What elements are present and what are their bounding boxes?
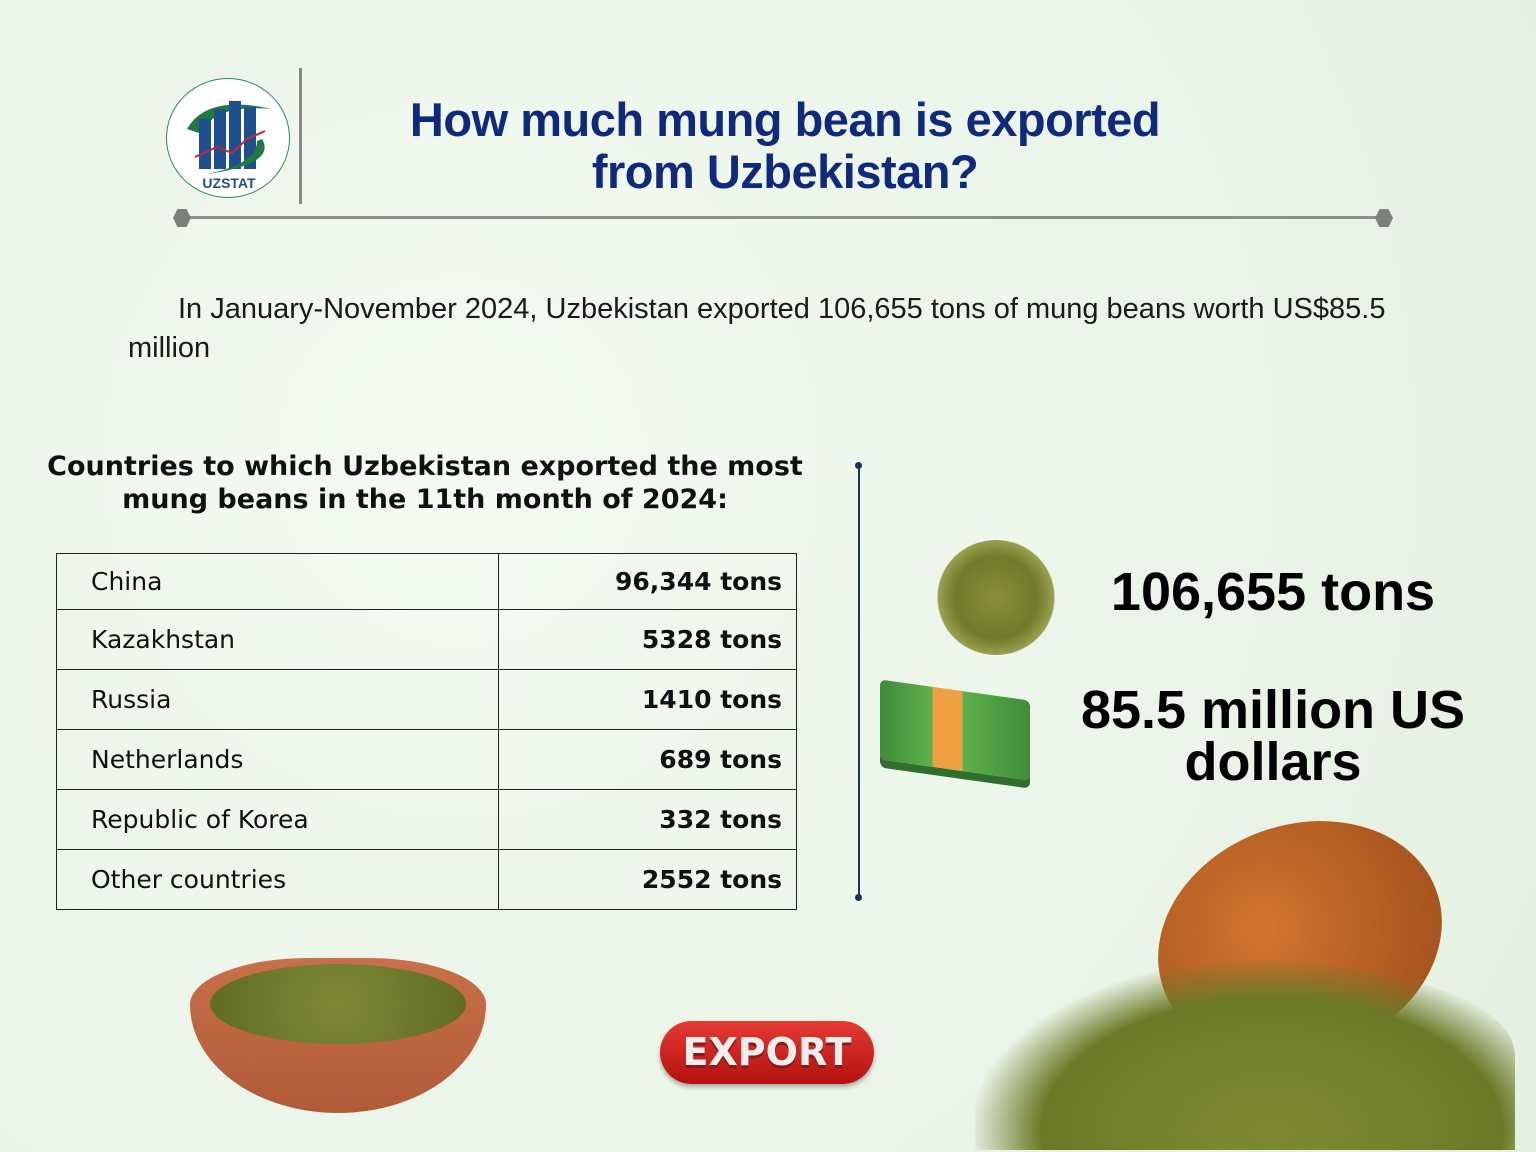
- table-row: Republic of Korea 332 tons: [56, 789, 797, 850]
- bowl-beans: [210, 964, 466, 1044]
- divider-end-right: [1375, 209, 1393, 227]
- country-cell: Russia: [56, 669, 499, 730]
- table-row: Other countries 2552 tons: [56, 849, 797, 910]
- section-heading: Countries to which Uzbekistan exported t…: [47, 451, 803, 515]
- logo: UZSTAT: [166, 78, 290, 198]
- money-stack-icon: [880, 679, 1030, 781]
- divider-end-left: [173, 209, 191, 227]
- beans-pile-icon: [937, 540, 1055, 655]
- logo-text: UZSTAT: [202, 175, 256, 191]
- value-cell: 689 tons: [498, 729, 797, 790]
- intro-text: In January-November 2024, Uzbekistan exp…: [128, 293, 1386, 364]
- bean-bowl-image: [190, 958, 486, 1113]
- title-line-2: from Uzbekistan?: [591, 145, 979, 198]
- title-divider: [182, 216, 1384, 219]
- table-row: Netherlands 689 tons: [56, 729, 797, 790]
- value-cell: 2552 tons: [498, 849, 797, 910]
- export-button[interactable]: EXPORT: [660, 1021, 874, 1084]
- country-cell: Other countries: [56, 849, 499, 910]
- country-cell: Netherlands: [56, 729, 499, 790]
- vertical-divider: [858, 465, 860, 898]
- table-row: China 96,344 tons: [56, 553, 797, 610]
- country-cell: Republic of Korea: [56, 789, 499, 850]
- table-row: Russia 1410 tons: [56, 669, 797, 730]
- spilled-beans-image: [975, 960, 1515, 1150]
- page-title: How much mung bean is exported from Uzbe…: [330, 94, 1240, 198]
- value-cell: 96,344 tons: [498, 553, 797, 610]
- chart-logo-icon: [187, 101, 272, 174]
- value-cell: 332 tons: [498, 789, 797, 850]
- value-cell: 5328 tons: [498, 609, 797, 670]
- divider-dot-top: [855, 462, 862, 469]
- value-cell: 1410 tons: [498, 669, 797, 730]
- title-line-1: How much mung bean is exported: [409, 93, 1161, 146]
- country-cell: Kazakhstan: [56, 609, 499, 670]
- logo-separator: [299, 68, 302, 204]
- stat-tons: 106,655 tons: [1110, 562, 1436, 622]
- table-row: Kazakhstan 5328 tons: [56, 609, 797, 670]
- export-table: China 96,344 tons Kazakhstan 5328 tons Russi…: [56, 553, 797, 910]
- divider-dot-bottom: [855, 894, 862, 901]
- stat-dollars: 85.5 million US dollars: [1080, 680, 1466, 792]
- country-cell: China: [56, 553, 499, 610]
